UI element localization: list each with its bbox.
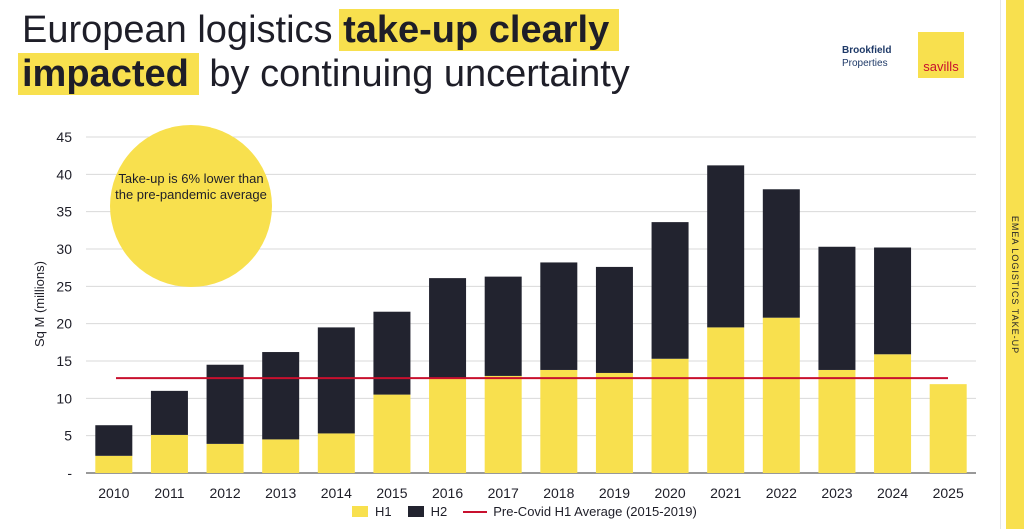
y-tick-label: 30: [56, 241, 72, 257]
y-tick-label: 15: [56, 353, 72, 369]
bar-h2: [373, 311, 411, 395]
title-line-1: European logistics take-up clearly: [22, 8, 620, 52]
bar-h2: [206, 364, 244, 444]
y-tick-label: 5: [64, 428, 72, 444]
brookfield-logo-sub: Properties: [842, 58, 888, 69]
x-tick-label: 2010: [98, 485, 129, 501]
y-tick-label: 40: [56, 166, 72, 182]
bar-h1: [651, 358, 689, 473]
y-tick-label: 25: [56, 278, 72, 294]
brookfield-logo: Brookfield Properties: [842, 44, 891, 70]
bar-h1: [818, 369, 856, 473]
bar-h1: [929, 384, 967, 473]
y-tick-label: 20: [56, 316, 72, 332]
bar-h1: [317, 433, 355, 473]
x-tick-label: 2023: [821, 485, 852, 501]
x-tick-label: 2018: [543, 485, 574, 501]
bar-h2: [818, 246, 856, 370]
title-part-1: European logistics: [22, 9, 344, 51]
sidebar-stripe: [1006, 0, 1024, 529]
legend-label-h1: H1: [375, 504, 392, 519]
savills-logo: savills: [918, 32, 964, 78]
callout-circle: [110, 125, 272, 287]
bar-h2: [651, 222, 689, 359]
x-tick-label: 2016: [432, 485, 463, 501]
x-tick-label: 2025: [933, 485, 964, 501]
sidebar-divider: [1000, 0, 1001, 529]
x-tick-label: 2021: [710, 485, 741, 501]
bar-h2: [762, 189, 800, 318]
title-highlight-1: take-up clearly: [339, 9, 620, 51]
x-tick-label: 2020: [654, 485, 685, 501]
legend-swatch-h1: [352, 506, 368, 517]
bar-h2: [595, 266, 633, 373]
title-part-2: by continuing uncertainty: [198, 53, 630, 95]
y-tick-label: -: [67, 465, 72, 481]
x-tick-label: 2012: [209, 485, 240, 501]
brookfield-logo-name: Brookfield: [842, 45, 892, 56]
x-tick-label: 2017: [488, 485, 519, 501]
bar-h2: [707, 165, 745, 328]
legend-item-h2: H2: [407, 504, 448, 519]
legend: H1 H2 Pre-Covid H1 Average (2015-2019): [352, 504, 713, 519]
legend-label-average: Pre-Covid H1 Average (2015-2019): [493, 504, 697, 519]
bar-h1: [762, 317, 800, 473]
legend-item-average: Pre-Covid H1 Average (2015-2019): [463, 504, 697, 519]
bar-h2: [95, 425, 133, 456]
title-highlight-2: impacted: [18, 53, 199, 95]
bar-h2: [429, 278, 467, 379]
y-axis-label: Sq M (millions): [32, 261, 47, 347]
bar-h2: [317, 327, 355, 434]
x-tick-label: 2019: [599, 485, 630, 501]
savills-logo-text: savills: [923, 59, 959, 74]
legend-swatch-average: [463, 510, 488, 513]
bar-h1: [95, 455, 133, 473]
title-line-2: impacted by continuing uncertainty: [18, 52, 630, 96]
bar-h2: [874, 247, 912, 355]
legend-label-h2: H2: [430, 504, 448, 519]
y-tick-label: 10: [56, 390, 72, 406]
bar-h1: [373, 394, 411, 473]
bar-h1: [874, 354, 912, 473]
x-tick-label: 2024: [877, 485, 908, 501]
x-tick-label: 2011: [154, 485, 184, 501]
bar-h1: [262, 439, 300, 473]
legend-item-h1: H1: [352, 504, 392, 519]
y-tick-label: 45: [56, 129, 72, 145]
bar-h1: [429, 378, 467, 473]
x-tick-label: 2013: [265, 485, 296, 501]
bar-h2: [262, 352, 300, 440]
bar-h2: [540, 262, 578, 370]
bar-h1: [707, 327, 745, 473]
bar-h1: [540, 369, 578, 473]
legend-swatch-h2: [407, 506, 424, 517]
bar-h1: [150, 434, 188, 473]
bar-h2: [484, 276, 522, 376]
bar-h2: [150, 390, 188, 435]
bar-h1: [595, 372, 633, 473]
bar-h1: [484, 375, 522, 473]
x-tick-label: 2015: [376, 485, 407, 501]
y-tick-label: 35: [56, 204, 72, 220]
x-tick-label: 2022: [766, 485, 797, 501]
bar-h1: [206, 443, 244, 473]
callout-text: Take-up is 6% lower than the pre-pandemi…: [115, 171, 267, 202]
x-tick-label: 2014: [321, 485, 352, 501]
